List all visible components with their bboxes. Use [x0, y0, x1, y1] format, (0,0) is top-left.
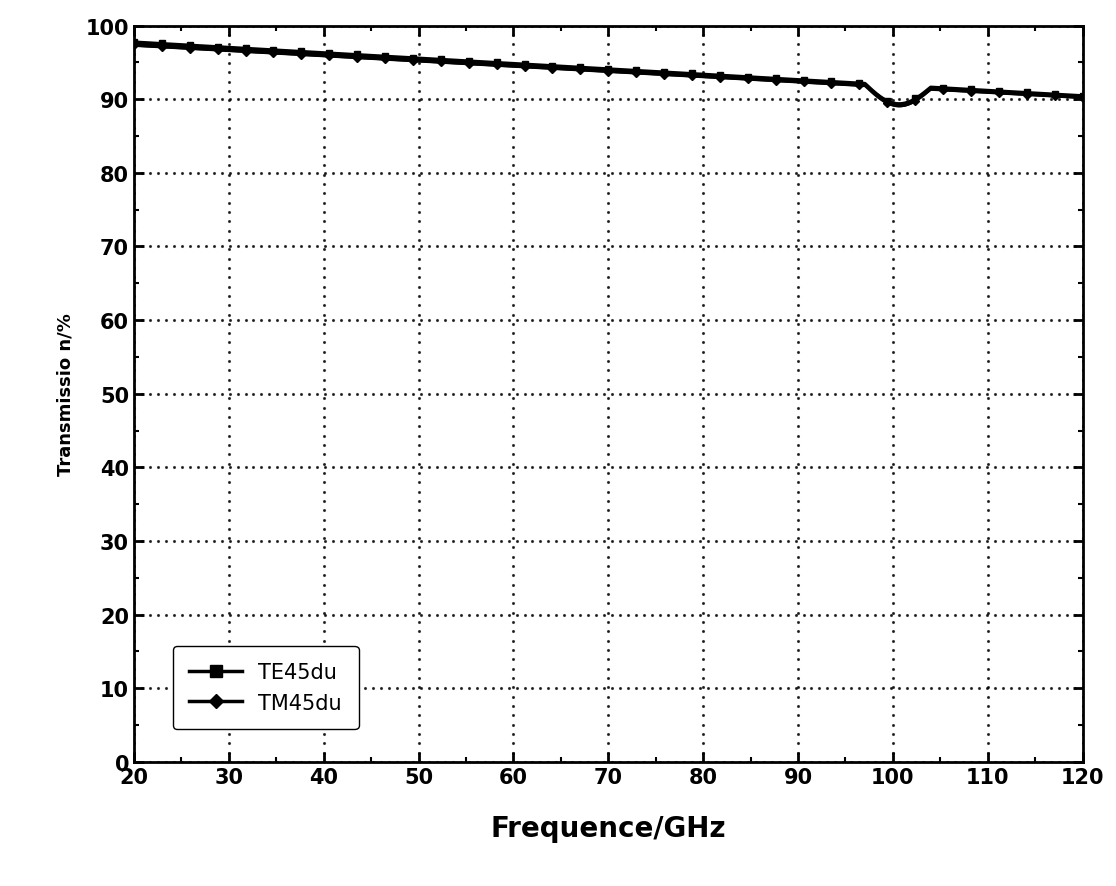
Y-axis label: Transmissio n/%: Transmissio n/% — [57, 313, 75, 476]
X-axis label: Frequence/GHz: Frequence/GHz — [490, 814, 727, 843]
Legend: TE45du, TM45du: TE45du, TM45du — [173, 646, 358, 729]
